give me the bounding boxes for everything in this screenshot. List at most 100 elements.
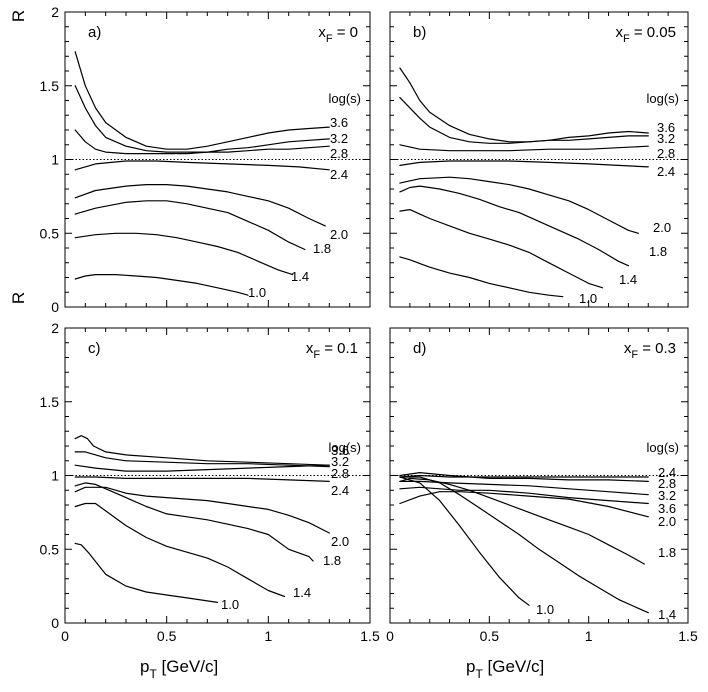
y-tick-label: 1.5: [40, 78, 60, 94]
xlabel-right-main: p: [466, 657, 475, 676]
series-label-2-8: 2.8: [658, 476, 676, 491]
panel-title-x: x: [615, 24, 623, 41]
panel-title-value: = 0: [333, 24, 358, 41]
ylabel-bottom: R: [9, 292, 28, 304]
x-tick-label: 0.5: [480, 628, 500, 644]
series-label-2-0: 2.0: [331, 534, 349, 549]
xlabel-left: pT [GeV/c]: [140, 657, 218, 681]
series-line-1-4: [74, 232, 294, 276]
xlabel-right-unit: [GeV/c]: [483, 657, 544, 676]
series-label-1-4: 1.4: [293, 585, 311, 600]
series-line-3-6: [399, 486, 649, 505]
series-label-2-4: 2.4: [330, 167, 348, 182]
y-tick-label: 2: [51, 4, 59, 20]
series-label-1-0: 1.0: [579, 291, 597, 306]
series-label-1-4: 1.4: [658, 607, 676, 622]
series-line-3-6: [74, 435, 330, 466]
panel-title: xF = 0.1: [306, 340, 358, 361]
series-line-1-4: [399, 476, 649, 614]
legend-title: log(s): [328, 440, 361, 455]
series-line-3-2: [74, 451, 330, 468]
series-line-2-4: [399, 474, 649, 478]
ylabel-top: R: [9, 10, 28, 22]
series-line-2-4: [74, 160, 330, 171]
series-line-1-8: [74, 200, 306, 251]
series-label-2-4: 2.4: [658, 465, 676, 480]
series-line-2-0: [74, 486, 330, 534]
series-label-2-4: 2.4: [657, 164, 675, 179]
panel-title-value: = 0.05: [630, 24, 676, 41]
series-label-2-8: 2.8: [331, 466, 349, 481]
series-line-1-0: [399, 476, 530, 606]
series-label-2-0: 2.0: [330, 227, 348, 242]
series-label-1-0: 1.0: [248, 285, 266, 300]
series-line-1-4: [74, 502, 286, 598]
x-tick-label: 1.5: [678, 628, 698, 644]
panel-title: xF = 0.3: [624, 340, 676, 361]
series-line-3-6: [74, 51, 330, 150]
y-tick-label: 1: [51, 468, 59, 484]
panel-b: b) xF = 0.05 log(s) 3.63.22.8 2.4 2.0 1.8 1.4 1.…: [389, 11, 689, 308]
series-line-3-2: [399, 480, 649, 496]
series-label-3-2: 3.2: [657, 131, 675, 146]
xlabel-left-main: p: [140, 657, 149, 676]
panel-title-sub: F: [313, 349, 320, 361]
y-tick-label: 2: [51, 320, 59, 336]
series-label-2-0: 2.0: [658, 514, 676, 529]
series-label-1-4: 1.4: [291, 269, 309, 284]
panel-title-value: = 0.1: [320, 340, 358, 357]
series-label-1-8: 1.8: [649, 244, 667, 259]
xlabel-right-sub: T: [475, 667, 483, 681]
series-label-1-8: 1.8: [323, 553, 341, 568]
series-line-2-8: [74, 129, 330, 155]
series-line-2-0: [399, 491, 649, 518]
panel-label: c): [88, 340, 101, 357]
x-tick-label: 0.5: [157, 628, 177, 644]
series-line-2-0: [74, 184, 326, 227]
legend-title: log(s): [328, 91, 361, 106]
series-line-2-4: [74, 476, 330, 482]
panel-title-x: x: [624, 340, 632, 357]
series-label-3-6: 3.6: [331, 443, 349, 458]
series-label-2-8: 2.8: [330, 146, 348, 161]
panel-title-sub: F: [623, 33, 630, 45]
series-line-1-8: [74, 482, 314, 562]
xlabel-left-sub: T: [149, 667, 157, 681]
panel-a: 00.511.52a) xF = 0log(s)3.63.22.82.42.01.…: [40, 4, 371, 315]
xlabel-right: pT [GeV/c]: [466, 657, 544, 681]
panel-label: a): [88, 24, 101, 41]
series-line-2-8: [399, 144, 649, 152]
series-label-3-6: 3.6: [658, 501, 676, 516]
series-label-1-8: 1.8: [658, 545, 676, 560]
series-label-2-8: 2.8: [657, 146, 675, 161]
y-tick-label: 1: [51, 152, 59, 168]
series-line-1-8: [399, 185, 630, 267]
x-tick-label: 0: [61, 628, 69, 644]
series-line-2-4: [399, 160, 649, 168]
series-label-3-6: 3.6: [657, 120, 675, 135]
series-line-3-2: [74, 85, 330, 153]
panel-title-value: = 0.3: [638, 340, 676, 357]
series-label-3-6: 3.6: [330, 115, 348, 130]
series-label-3-2: 3.2: [331, 454, 349, 469]
panel-title: xF = 0.05: [615, 24, 676, 45]
panel-d: 0 0.5 1 1.5 d) xF = 0.3 log(s) 2.42.83.23.62.0 1…: [386, 327, 698, 644]
panel-label: b): [413, 24, 426, 41]
panel-title-sub: F: [326, 33, 333, 45]
y-tick-label: 0.5: [40, 225, 60, 241]
y-tick-label: 0: [51, 299, 59, 315]
panel-title-x: x: [306, 340, 314, 357]
legend-title: log(s): [646, 91, 679, 106]
series-label-1-4: 1.4: [619, 272, 637, 287]
series-label-1-8: 1.8: [313, 241, 331, 256]
x-tick-label: 0: [386, 628, 394, 644]
y-tick-label: 0.5: [40, 541, 60, 557]
panel-title-sub: F: [631, 349, 638, 361]
series-label-3-2: 3.2: [330, 131, 348, 146]
x-tick-label: 1: [585, 628, 593, 644]
series-line-1-0: [74, 274, 249, 296]
series-line-3-6: [399, 67, 649, 143]
series-line-2-8: [399, 472, 649, 482]
panel-label: d): [413, 340, 426, 357]
series-label-2-4: 2.4: [331, 483, 349, 498]
